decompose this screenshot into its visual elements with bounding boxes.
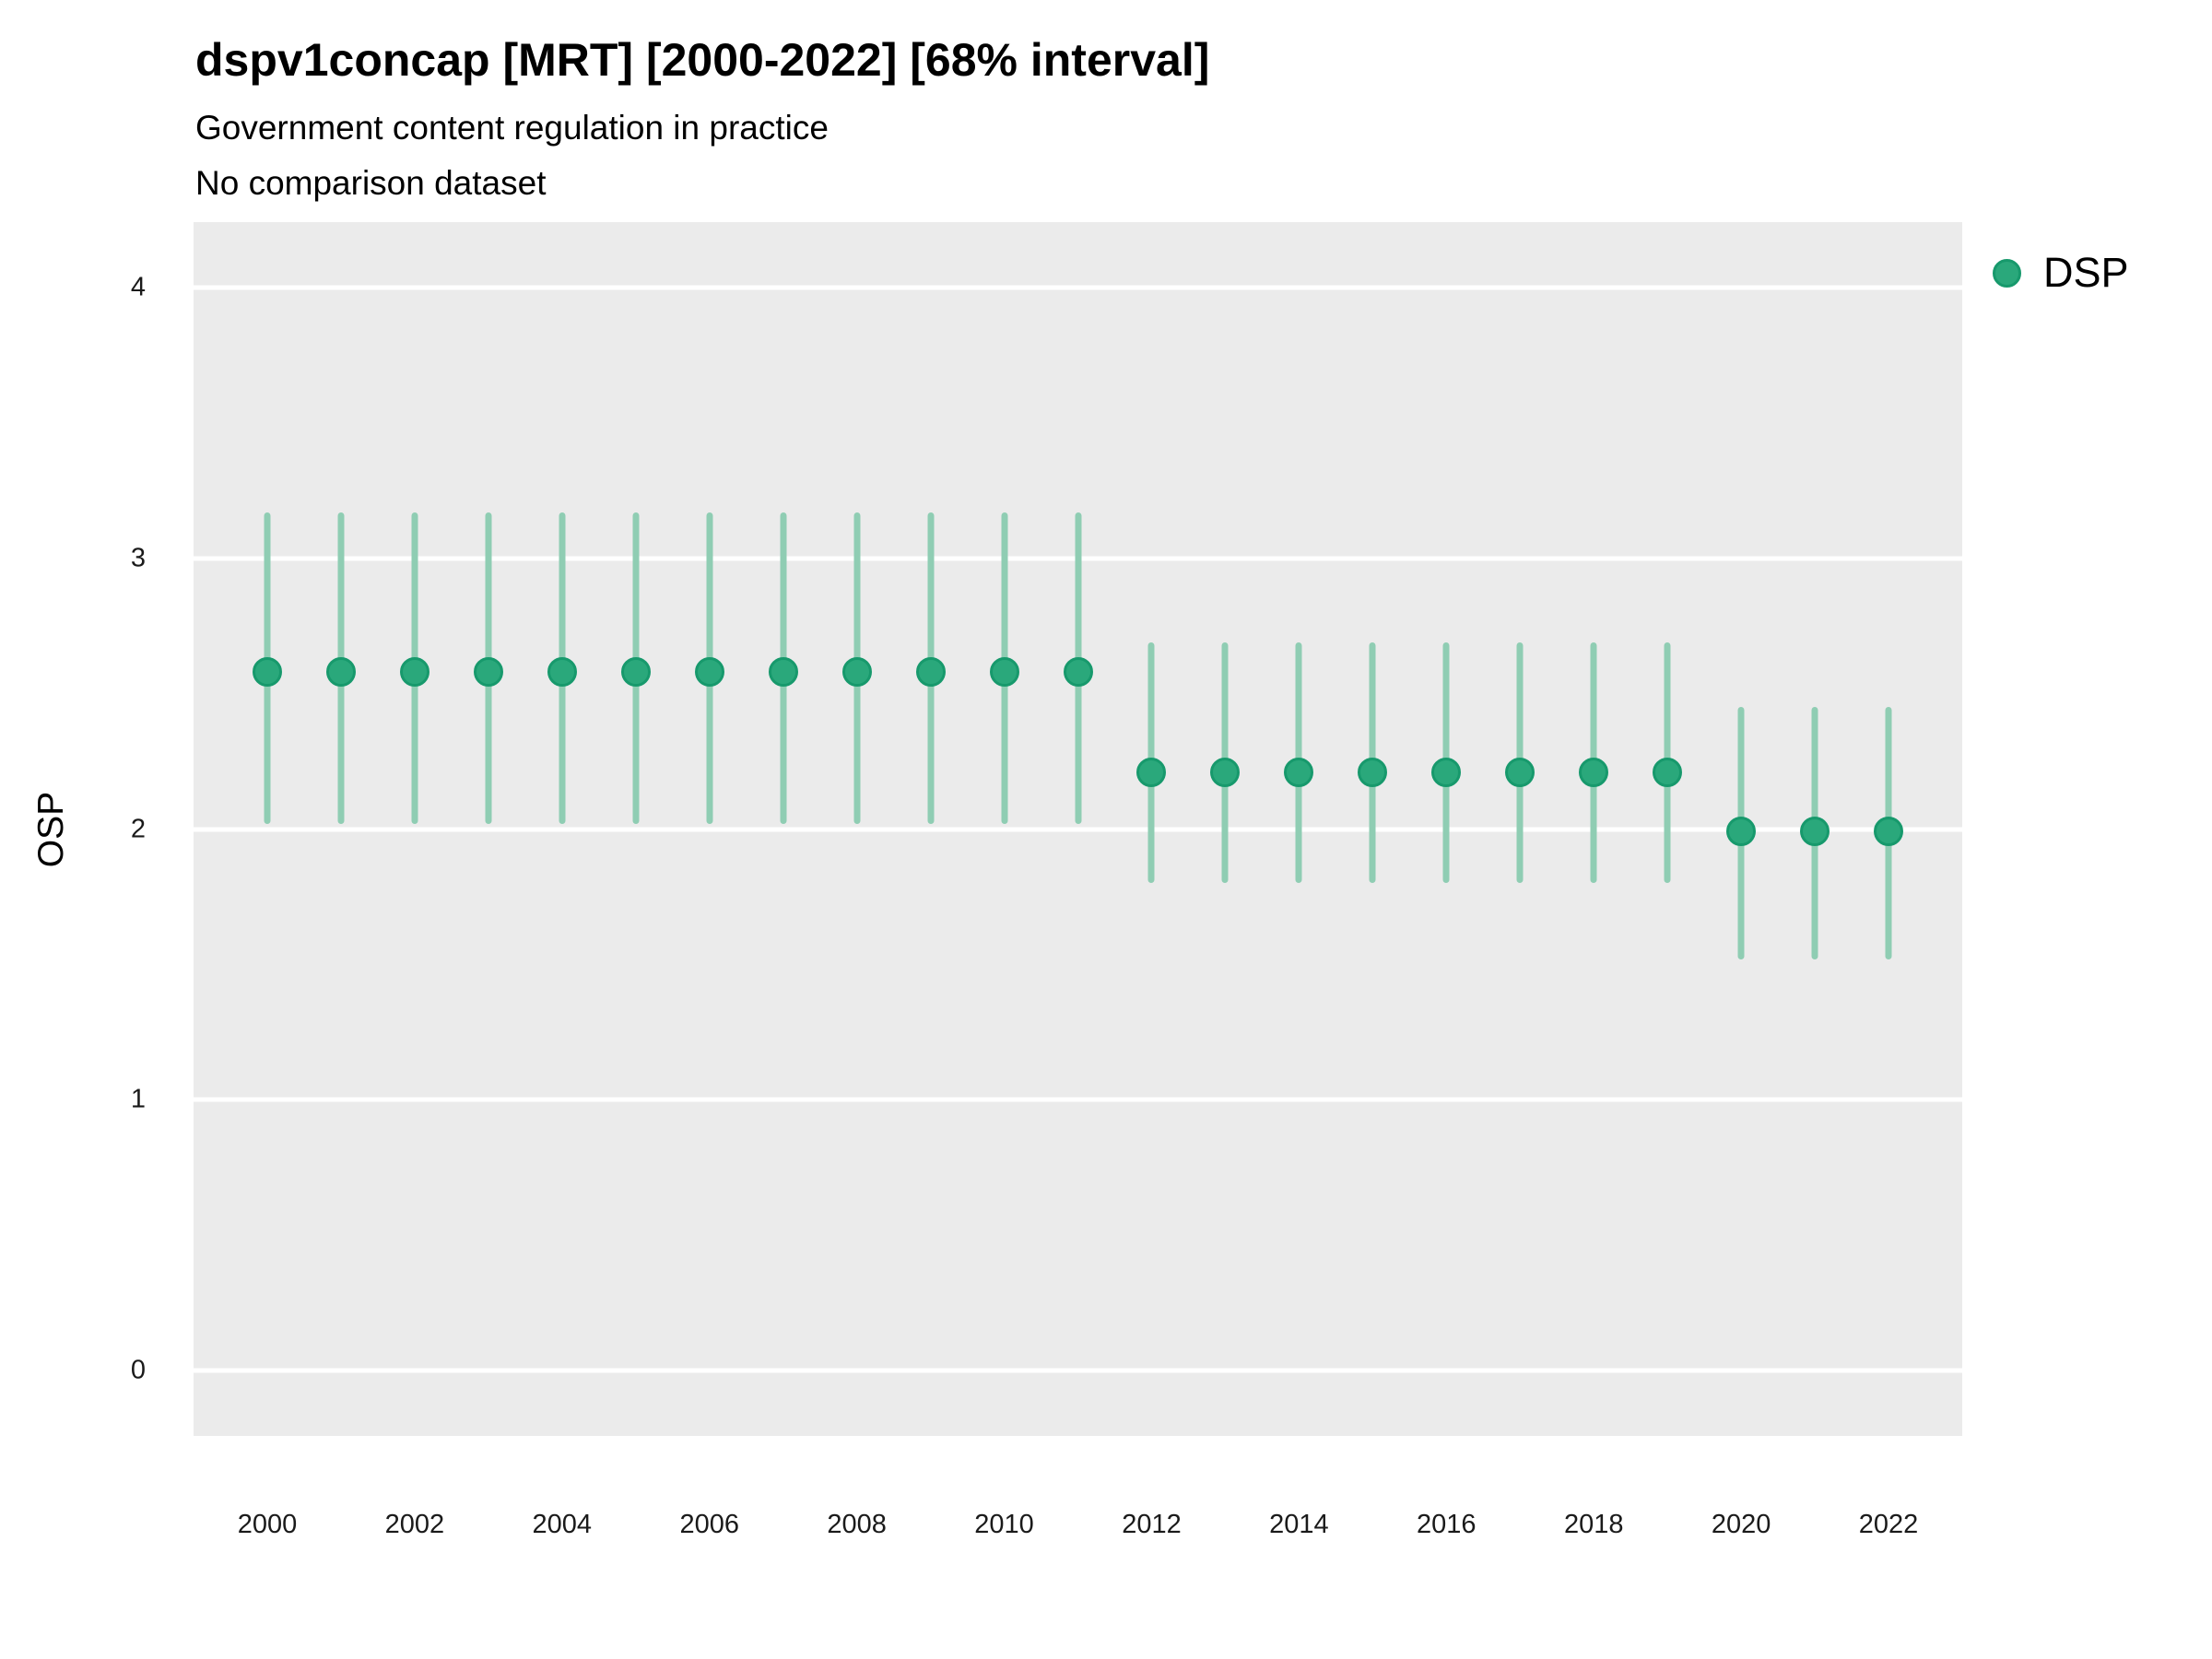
plot-panel [194,222,1962,1436]
data-point-2015 [1358,757,1388,787]
x-tick-label: 2002 [384,1510,445,1539]
data-point-2001 [325,656,356,687]
data-point-2003 [473,656,503,687]
y-tick-label: 3 [130,543,146,573]
gridline-y-1 [194,1097,1962,1102]
data-point-2021 [1800,817,1830,847]
chart-subtitle: Government content regulation in practic… [195,109,829,147]
data-point-2011 [1063,656,1093,687]
x-tick-label: 2010 [974,1510,1034,1539]
y-tick-label: 1 [130,1084,146,1114]
x-tick-label: 2014 [1269,1510,1329,1539]
x-tick-label: 2018 [1563,1510,1624,1539]
y-tick-label: 4 [130,272,146,302]
data-point-2019 [1653,757,1683,787]
x-axis-tick-labels: 2000 2002 2004 2006 2008 2010 2012 2014 2016 2018… [194,1510,1962,1551]
x-tick-label: 2004 [532,1510,593,1539]
y-tick-label: 2 [130,814,146,843]
data-point-2006 [694,656,724,687]
x-tick-label: 2012 [1122,1510,1182,1539]
data-point-2016 [1431,757,1462,787]
legend-point-icon [1993,258,2021,288]
x-tick-label: 2016 [1417,1510,1477,1539]
data-point-2020 [1726,817,1757,847]
data-point-2017 [1505,757,1535,787]
data-point-2000 [252,656,282,687]
data-point-2018 [1579,757,1609,787]
x-tick-label: 2020 [1711,1510,1771,1539]
data-point-2007 [768,656,798,687]
legend: DSP [1993,249,2129,297]
y-axis-tick-labels: 0 1 2 3 4 [0,222,146,1436]
gridline-y-2 [194,827,1962,831]
data-point-2010 [989,656,1019,687]
data-point-2008 [841,656,872,687]
data-point-2004 [547,656,577,687]
chart-note: No comparison dataset [195,164,547,202]
y-tick-label: 0 [130,1355,146,1385]
x-tick-label: 2006 [679,1510,739,1539]
gridline-y-0 [194,1368,1962,1373]
x-tick-label: 2000 [237,1510,298,1539]
x-tick-label: 2008 [827,1510,887,1539]
data-point-2009 [915,656,946,687]
x-tick-label: 2022 [1858,1510,1919,1539]
chart-title: dspv1concap [MRT] [2000-2022] [68% inter… [195,34,1210,86]
data-point-2022 [1874,817,1904,847]
gridline-y-4 [194,285,1962,290]
data-point-2005 [620,656,651,687]
legend-label: DSP [2043,249,2129,296]
data-point-2013 [1210,757,1241,787]
data-point-2012 [1136,757,1167,787]
data-point-2002 [399,656,429,687]
data-point-2014 [1284,757,1314,787]
